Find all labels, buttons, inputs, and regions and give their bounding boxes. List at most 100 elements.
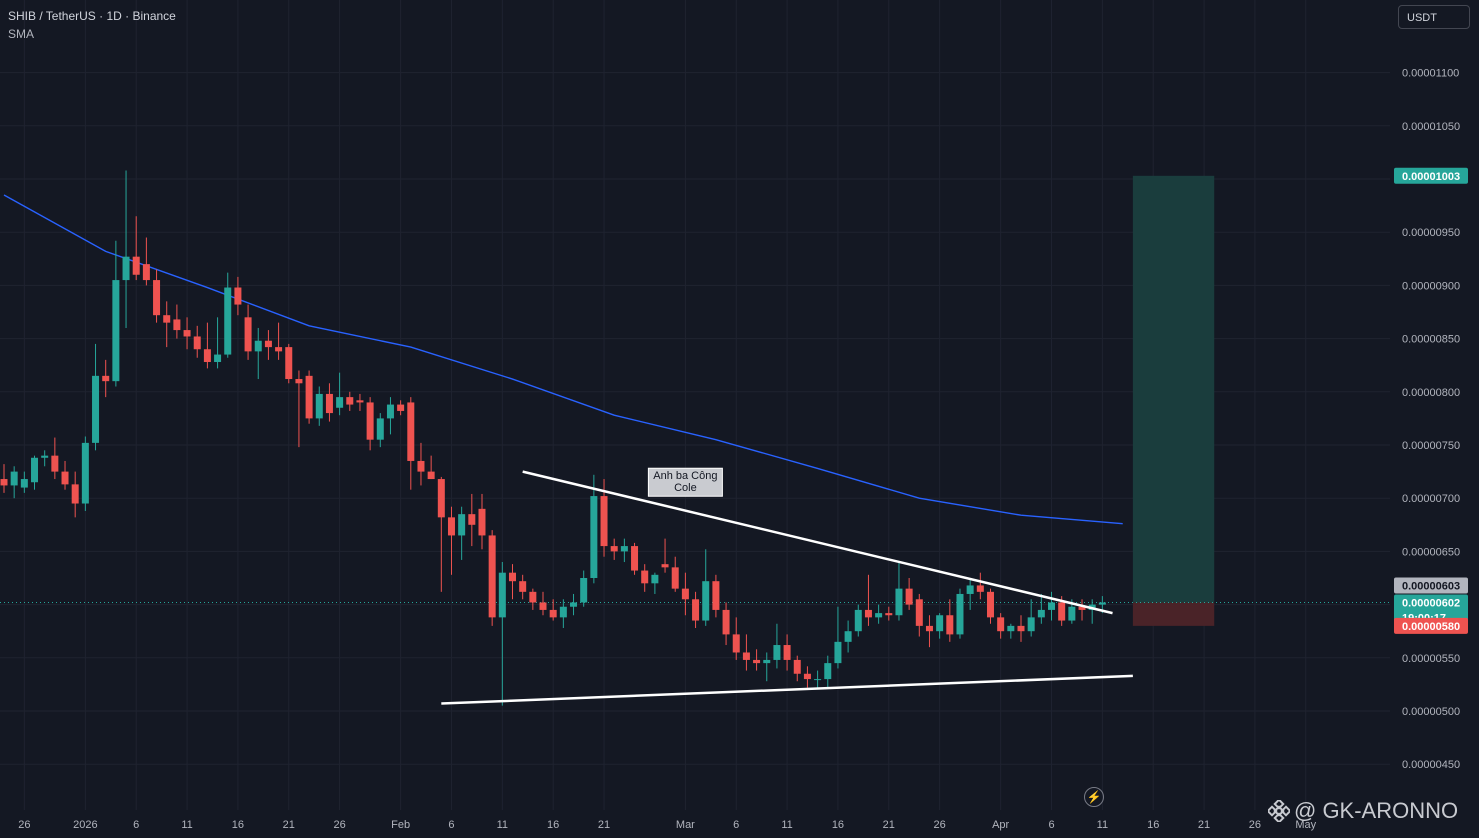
candle-body (142, 264, 150, 281)
x-tick-label: 11 (781, 819, 792, 831)
candle-body (681, 588, 689, 600)
stop-price-label: 0.00000580 (1402, 621, 1460, 633)
candle-body (386, 404, 394, 419)
candle-body (803, 673, 811, 680)
candle-body (753, 659, 761, 664)
y-tick-label: 0.00000550 (1402, 653, 1460, 665)
candle-body (112, 280, 120, 382)
candle-body (1017, 625, 1025, 632)
candle-body (254, 340, 262, 352)
x-tick-label: 26 (333, 819, 345, 831)
y-tick-label: 0.00000800 (1402, 387, 1460, 399)
candle-body (631, 546, 639, 571)
y-tick-label: 0.00000500 (1402, 706, 1460, 718)
candle-body (31, 457, 39, 483)
candle-body (376, 418, 384, 440)
y-tick-label: 0.00000950 (1402, 227, 1460, 239)
x-tick-label: 16 (232, 819, 244, 831)
candle-body (610, 546, 618, 552)
candle-body (854, 609, 862, 632)
x-tick-label: 11 (1097, 819, 1108, 831)
x-tick-label: 26 (934, 819, 946, 831)
candle-body (620, 546, 628, 552)
candle-body (641, 570, 649, 584)
x-tick-label: 21 (1198, 819, 1210, 831)
x-tick-label: 11 (497, 819, 508, 831)
candle-body (824, 663, 832, 680)
candle-body (336, 397, 344, 408)
candle-body (814, 679, 822, 681)
candle-body (397, 404, 405, 411)
candle-body (519, 581, 527, 592)
candle-body (986, 591, 994, 618)
candle-body (509, 572, 516, 582)
candle-body (234, 287, 242, 305)
candle-body (173, 319, 181, 331)
x-tick-label: 16 (1147, 819, 1159, 831)
candle-body (183, 330, 191, 337)
x-tick-label: Mar (676, 819, 695, 831)
candle-body (997, 617, 1005, 632)
candle-body (580, 578, 588, 603)
candle-body (773, 645, 781, 660)
candle-body (478, 508, 486, 536)
x-tick-label: 16 (547, 819, 559, 831)
x-tick-label: 11 (181, 819, 192, 831)
candle-body (732, 634, 740, 653)
x-tick-label: 21 (598, 819, 610, 831)
current-price-label: 0.00000602 (1402, 597, 1460, 609)
candle-body (1078, 606, 1086, 610)
candle-body (92, 375, 100, 443)
y-tick-label: 0.00000900 (1402, 280, 1460, 292)
y-tick-label: 0.00000650 (1402, 546, 1460, 558)
candle-body (671, 567, 679, 589)
candle-body (0, 479, 8, 486)
x-tick-label: 6 (1048, 819, 1054, 831)
prev-close-label-bg (1394, 577, 1468, 594)
candle-body (844, 631, 852, 642)
candle-body (600, 496, 608, 547)
candle-body (437, 479, 445, 518)
x-tick-label: 16 (832, 819, 844, 831)
candle-body (132, 256, 140, 275)
currency-unit-button[interactable]: USDT (1398, 5, 1470, 29)
indicator-label[interactable]: SMA (8, 27, 35, 41)
candle-body (498, 572, 506, 618)
candle-body (1027, 617, 1035, 632)
x-tick-label: 6 (733, 819, 739, 831)
candle-body (793, 659, 801, 674)
candle-body (1068, 606, 1076, 621)
x-tick-label: 6 (133, 819, 139, 831)
binance-logo-icon (1268, 800, 1290, 822)
y-tick-label: 0.00000700 (1402, 493, 1460, 505)
candle-body (966, 585, 974, 594)
candle-body (20, 479, 28, 488)
candle-body (224, 287, 232, 355)
candle-body (1058, 602, 1066, 621)
candle-body (956, 593, 964, 635)
candle-body (976, 585, 984, 592)
sma-line (3, 194, 1123, 525)
candle-body (692, 599, 700, 621)
x-tick-label: 2026 (73, 819, 97, 831)
candle-body (264, 340, 272, 348)
candle-body (864, 609, 872, 618)
x-tick-label: 21 (283, 819, 295, 831)
candle-body (10, 471, 18, 486)
candle-body (407, 402, 415, 461)
x-tick-label: Apr (992, 819, 1009, 831)
watermark-text: @ GK-ARONNO (1294, 798, 1459, 823)
candle-body (783, 645, 791, 660)
lightning-icon[interactable]: ⚡ (1084, 787, 1104, 807)
candle-body (590, 496, 598, 578)
x-tick-label: Feb (391, 819, 410, 831)
candle-body (915, 599, 923, 626)
x-tick-label: 6 (448, 819, 454, 831)
candle-body (570, 602, 578, 607)
candle-body (163, 315, 171, 323)
x-tick-label: 26 (1249, 819, 1261, 831)
candle-body (702, 581, 710, 621)
candle-body (427, 471, 435, 480)
annotation-text: Anh ba Công (653, 470, 717, 482)
